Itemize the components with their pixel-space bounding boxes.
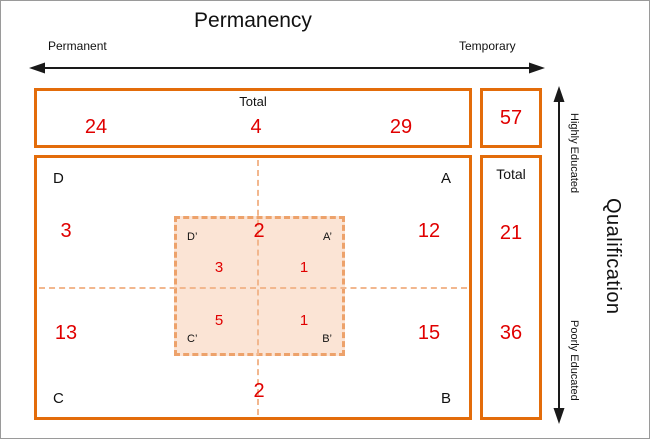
side-totals-band: Total 21 36	[480, 155, 542, 420]
value-left-bottom: 13	[54, 322, 78, 344]
value-left-top: 3	[60, 220, 72, 242]
main-matrix: D’ A’ C’ B’ 3 1 5 1 D A C B 3 2 12 13 15…	[34, 155, 472, 420]
inner-value-top-right: 1	[299, 259, 309, 276]
h-axis-left-label: Permanent	[48, 39, 107, 53]
inner-value-bottom-left: 5	[214, 312, 224, 329]
top-totals-band: Total 24 4 29	[34, 88, 472, 148]
side-band-value-bottom: 36	[499, 322, 523, 344]
top-band-value-mid: 4	[250, 116, 262, 138]
inner-corner-label-b: B’	[322, 333, 332, 345]
h-axis-right-label: Temporary	[459, 39, 516, 53]
inner-value-bottom-right: 1	[299, 312, 309, 329]
value-right-top: 12	[417, 220, 441, 242]
corner-label-d: D	[53, 170, 64, 187]
inner-value-top-left: 3	[214, 259, 224, 276]
grand-total-box: 57	[480, 88, 542, 148]
permanency-axis-arrow	[29, 62, 545, 74]
side-band-total-label: Total	[496, 166, 526, 182]
value-top-mid: 2	[253, 220, 265, 242]
v-axis-top-label: Highly Educated	[568, 112, 580, 194]
inner-matrix: D’ A’ C’ B’ 3 1 5 1	[174, 216, 345, 356]
corner-label-a: A	[440, 170, 451, 187]
top-band-value-right: 29	[389, 116, 413, 138]
value-right-bottom: 15	[417, 322, 441, 344]
corner-label-b: B	[440, 390, 451, 407]
inner-corner-label-c: C’	[187, 333, 198, 345]
v-axis-bottom-label: Poorly Educated	[568, 319, 580, 401]
grand-total-value: 57	[499, 106, 523, 129]
side-band-value-top: 21	[499, 222, 523, 244]
corner-label-c: C	[53, 390, 64, 407]
qualification-axis-arrow	[553, 86, 565, 424]
inner-corner-label-a: A’	[323, 231, 332, 243]
inner-corner-label-d: D’	[187, 231, 198, 243]
v-axis-title: Qualification	[602, 197, 624, 315]
page-title: Permanency	[194, 9, 312, 32]
top-band-total-label: Total	[239, 94, 267, 109]
horizontal-divider-dashed	[39, 287, 467, 289]
top-band-value-left: 24	[84, 116, 108, 138]
value-bottom-mid: 2	[253, 380, 265, 402]
